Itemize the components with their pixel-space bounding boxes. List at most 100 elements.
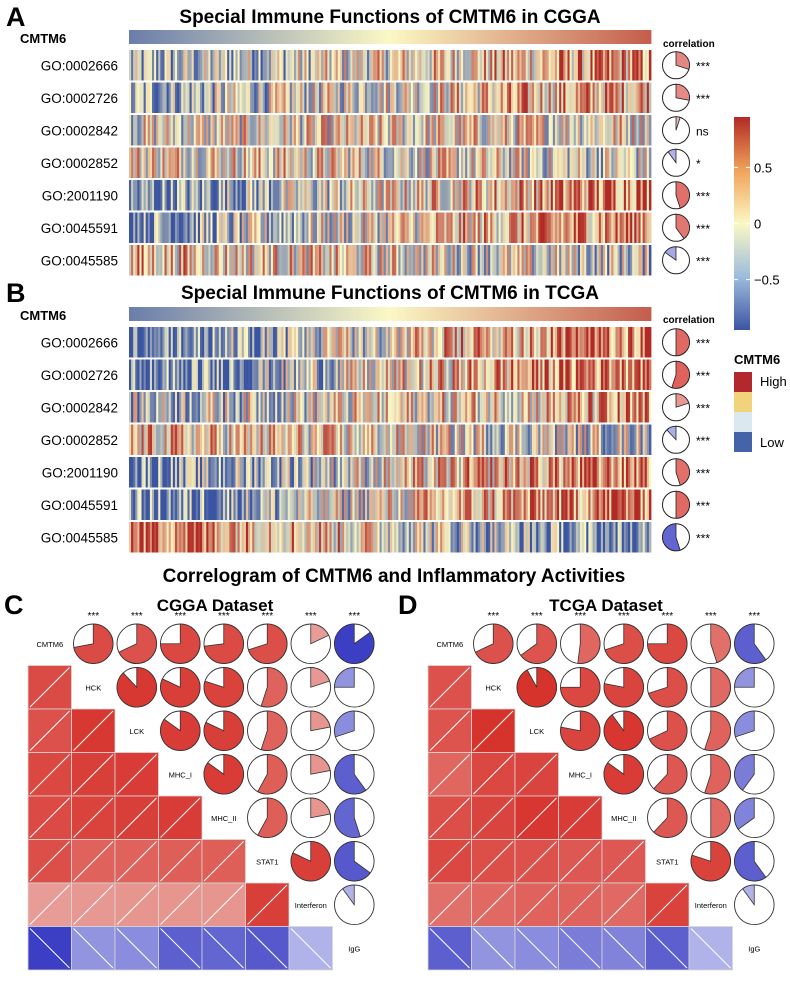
heatmap-cell [525, 245, 529, 276]
heatmap-cell [362, 489, 366, 520]
heatmap-cell [220, 50, 224, 81]
heatmap-cell [141, 327, 145, 358]
heatmap-cell [623, 327, 627, 358]
heatmap-cell [513, 522, 516, 553]
heatmap-cell [640, 50, 644, 81]
heatmap-cell [164, 245, 167, 276]
heatmap-cell [557, 489, 560, 520]
heatmap-cell [373, 424, 376, 455]
heatmap-cell [565, 212, 568, 243]
heatmap-cell [402, 212, 406, 243]
heatmap-cell [404, 82, 408, 113]
sort-bar-cell [634, 30, 637, 44]
sort-bar-cell [252, 30, 255, 44]
heatmap-cell [248, 457, 251, 488]
heatmap-cell [287, 245, 291, 276]
heatmap-cell [325, 115, 328, 146]
heatmap-cell [296, 327, 299, 358]
heatmap-cell [481, 327, 485, 358]
heatmap-cell [308, 115, 312, 146]
heatmap-cell [421, 147, 424, 178]
sort-bar-cell [494, 307, 497, 321]
heatmap-cell [172, 212, 176, 243]
heatmap-cell [421, 359, 424, 390]
heatmap-cell [254, 359, 257, 390]
heatmap-cell [331, 327, 335, 358]
heatmap-cell [254, 212, 257, 243]
sort-bar-cell [523, 307, 527, 321]
sort-bar-cell [300, 30, 303, 44]
heatmap-cell [151, 115, 155, 146]
heatmap-cell [575, 245, 579, 276]
heatmap-cell [636, 392, 639, 423]
heatmap-cell [588, 50, 591, 81]
heatmap-cell [442, 522, 445, 553]
heatmap-cell [206, 147, 209, 178]
heatmap-cell [333, 457, 337, 488]
heatmap-cell [592, 180, 596, 211]
heatmap-cell [492, 115, 495, 146]
heatmap-cell [646, 327, 650, 358]
heatmap-cell [521, 115, 525, 146]
heatmap-cell [141, 50, 145, 81]
heatmap-cell [438, 392, 441, 423]
heatmap-cell [339, 180, 343, 211]
heatmap-cell [575, 489, 579, 520]
heatmap-cell [339, 245, 343, 276]
heatmap-cell [496, 489, 499, 520]
heatmap-cell [319, 522, 322, 553]
sort-bar-cell [488, 30, 491, 44]
heatmap-cell [584, 457, 587, 488]
heatmap-cell [358, 424, 362, 455]
heatmap-cell [254, 457, 257, 488]
heatmap-cell [542, 522, 545, 553]
heatmap-cell [417, 147, 420, 178]
heatmap-cell [306, 147, 309, 178]
heatmap-cell [648, 522, 652, 553]
heatmap-cell [179, 245, 182, 276]
heatmap-cell [258, 82, 261, 113]
heatmap-cell [172, 522, 176, 553]
heatmap-cell [367, 392, 370, 423]
heatmap-cell [529, 212, 533, 243]
heatmap-cell [241, 522, 245, 553]
heatmap-cell [344, 50, 347, 81]
heatmap-cell [218, 392, 222, 423]
sort-bar-cell [569, 307, 573, 321]
heatmap-cell [283, 50, 286, 81]
heatmap-cell [642, 359, 646, 390]
heatmap-cell [440, 82, 443, 113]
heatmap-cell [438, 245, 441, 276]
heatmap-cell [446, 392, 449, 423]
heatmap-cell [354, 115, 357, 146]
heatmap-cell [423, 489, 426, 520]
correlogram-pie-slice [710, 797, 731, 838]
heatmap-cell [369, 359, 372, 390]
heatmap-cell [607, 180, 610, 211]
sort-bar-cell [248, 30, 251, 44]
heatmap-cell [412, 212, 416, 243]
heatmap-cell [331, 522, 335, 553]
heatmap-cell [617, 115, 621, 146]
heatmap-cell [623, 392, 627, 423]
heatmap-cell [552, 327, 556, 358]
sort-bar-cell [218, 30, 222, 44]
sort-bar-cell [421, 30, 424, 44]
heatmap-cell [546, 424, 550, 455]
heatmap-cell [385, 50, 389, 81]
heatmap-cell [392, 522, 395, 553]
correlogram-pie-slice [257, 754, 288, 795]
heatmap-cell [339, 424, 343, 455]
sort-bar-cell [404, 307, 408, 321]
heatmap-cell [525, 115, 529, 146]
heatmap-cell [252, 245, 255, 276]
sort-bar-cell [619, 307, 623, 321]
heatmap-cell [256, 212, 259, 243]
sort-bar-cell [561, 30, 564, 44]
heatmap-cell [415, 147, 418, 178]
heatmap-cell [133, 180, 136, 211]
heatmap-cell [569, 82, 573, 113]
heatmap-cell [310, 359, 314, 390]
heatmap-cell [367, 489, 370, 520]
heatmap-cell [502, 424, 506, 455]
